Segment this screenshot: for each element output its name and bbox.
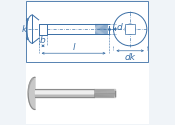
Bar	[125, 24, 135, 34]
Bar	[26, 1, 149, 62]
Text: k: k	[21, 25, 27, 34]
Text: l: l	[72, 43, 75, 52]
Text: dk: dk	[125, 53, 136, 62]
Bar	[39, 24, 47, 35]
Bar	[26, 62, 149, 124]
Bar	[26, 1, 148, 62]
Text: b: b	[40, 36, 46, 45]
Text: d: d	[117, 23, 122, 32]
Polygon shape	[28, 77, 35, 110]
